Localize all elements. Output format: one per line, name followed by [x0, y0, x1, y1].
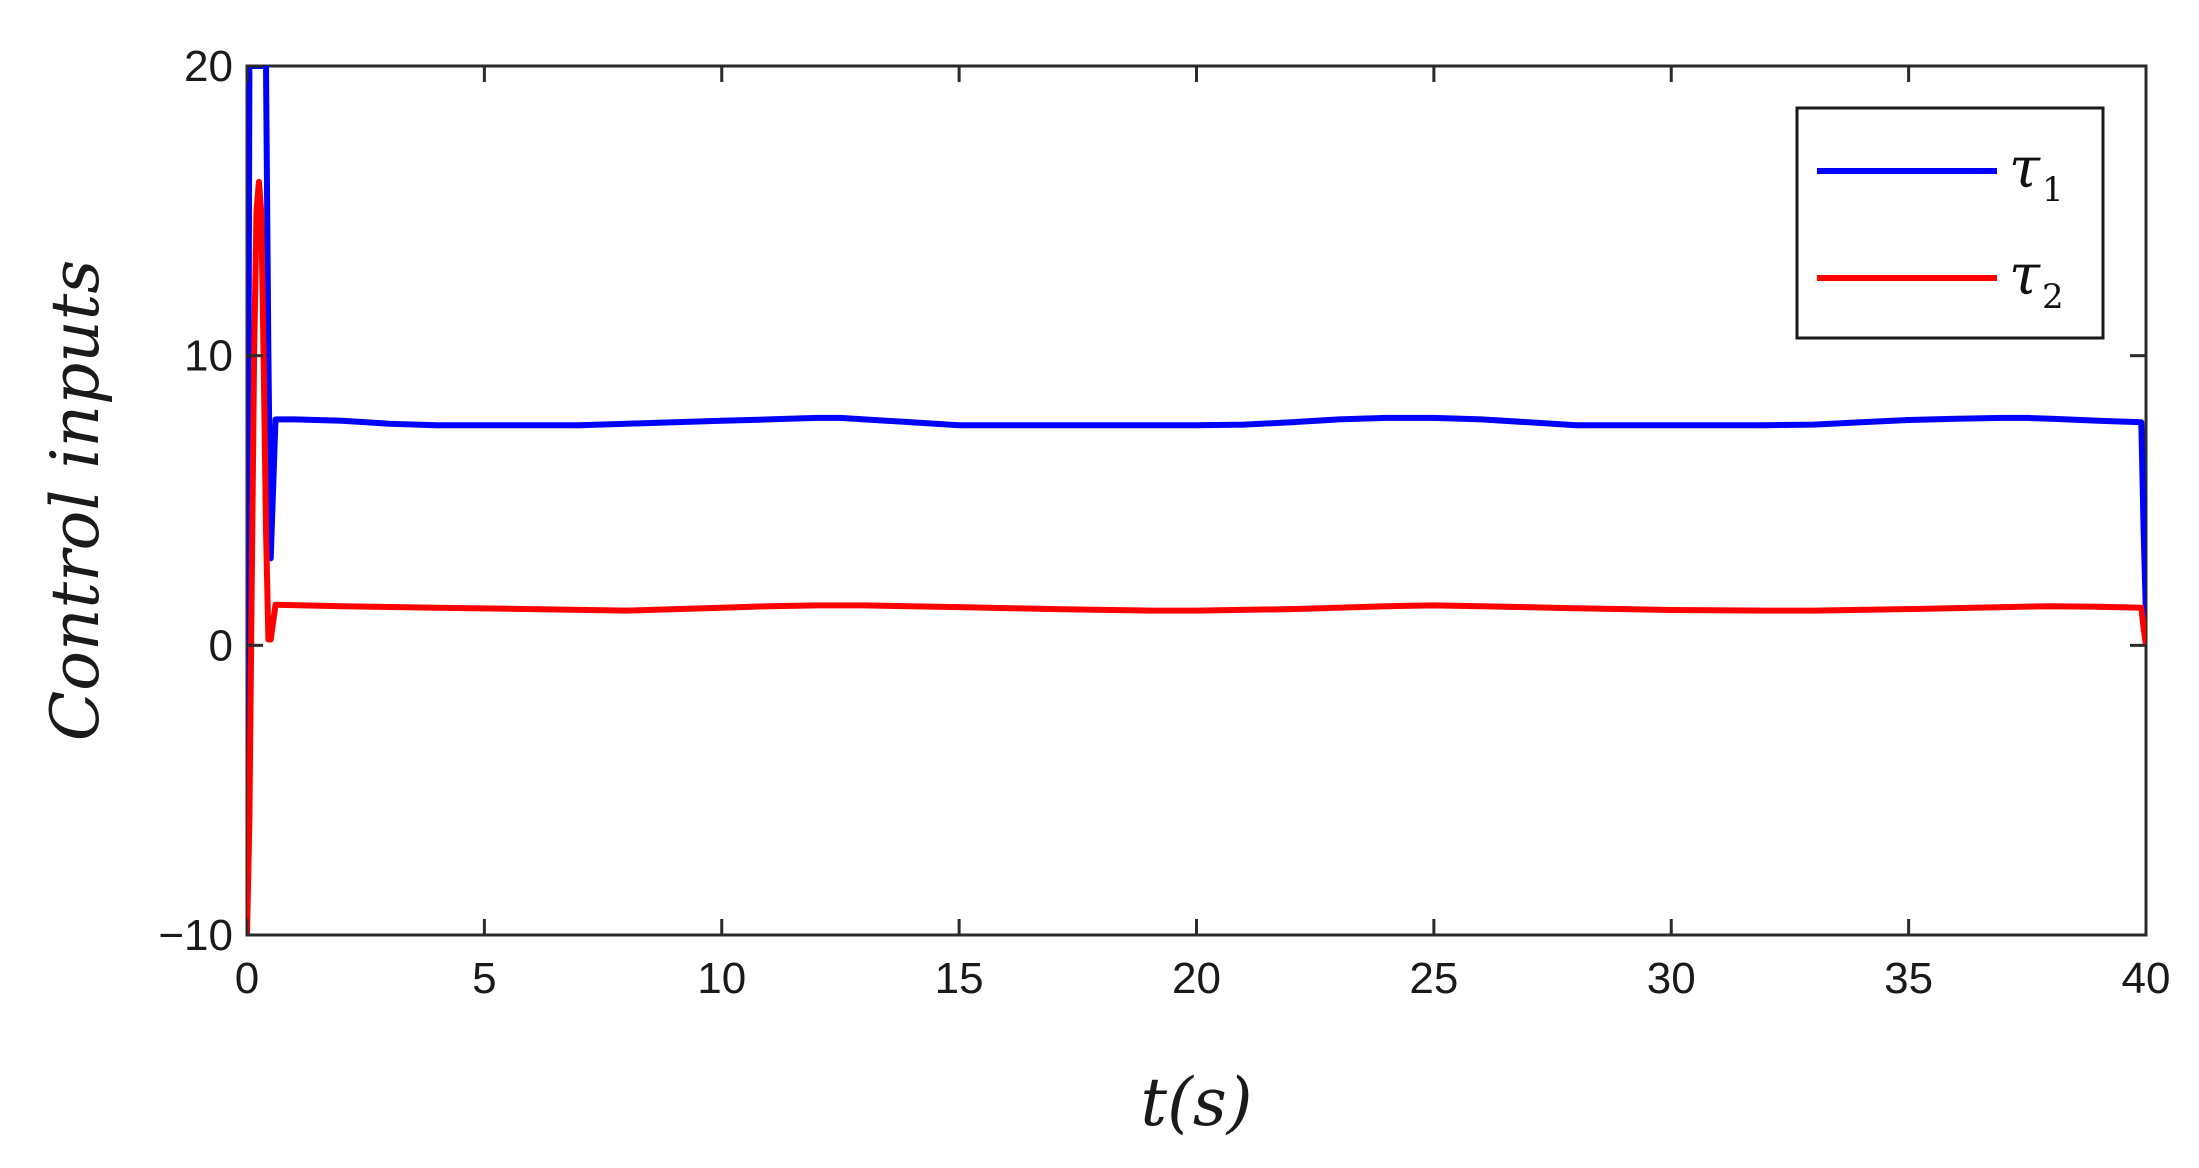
x-tick-label: 25: [1409, 954, 1458, 1003]
legend-frame: [1795, 106, 2105, 340]
y-tick-label: 20: [184, 42, 233, 91]
x-tick-label: 30: [1647, 954, 1696, 1003]
series-line-tau2: [247, 178, 2146, 935]
y-tick-label: −10: [158, 911, 233, 960]
y-tick-label: 10: [184, 332, 233, 381]
y-tick-label: 0: [209, 621, 233, 670]
series-line-tau1: [247, 66, 2146, 935]
x-tick-label: 40: [2122, 954, 2171, 1003]
x-tick-label: 20: [1172, 954, 1221, 1003]
x-tick-label: 10: [697, 954, 746, 1003]
series-layer: [247, 66, 2146, 935]
x-tick-label: 15: [935, 954, 984, 1003]
x-axis-title: t(s): [1141, 1064, 1253, 1141]
legend-subscript: 2: [2042, 277, 2064, 317]
x-tick-label: 5: [472, 954, 496, 1003]
x-tick-label: 0: [235, 954, 259, 1003]
legend-subscript: 1: [2042, 170, 2064, 210]
y-axis-title: Control inputs: [37, 260, 114, 741]
x-tick-label: 35: [1884, 954, 1933, 1003]
